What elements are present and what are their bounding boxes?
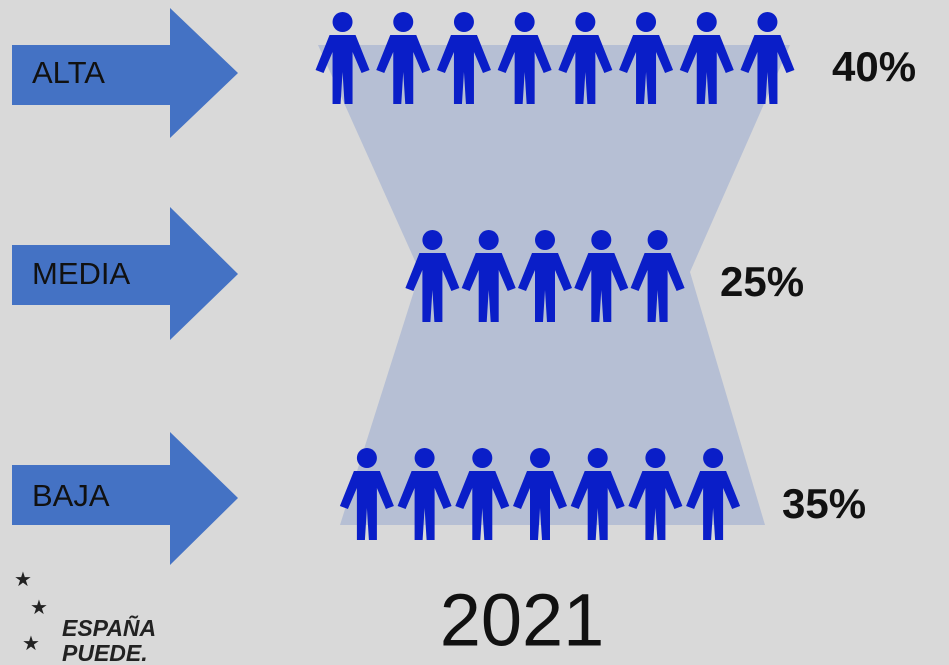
- row-label: ALTA: [32, 55, 105, 90]
- percent: 40%: [832, 43, 916, 90]
- percent: 25%: [720, 258, 804, 305]
- star: ★: [30, 597, 48, 619]
- star: ★: [14, 569, 32, 591]
- percent: 35%: [782, 480, 866, 527]
- row-label: BAJA: [32, 478, 110, 513]
- logo-text: ESPAÑA: [62, 614, 156, 641]
- row-label: MEDIA: [32, 256, 131, 291]
- arrow: [12, 432, 238, 565]
- arrow: [12, 8, 238, 138]
- logo-text: PUEDE.: [62, 640, 148, 665]
- year: 2021: [440, 579, 605, 662]
- logo: ★ ★ ★ ESPAÑA PUEDE.: [14, 569, 156, 665]
- star: ★: [22, 633, 40, 655]
- arrow: [12, 207, 238, 340]
